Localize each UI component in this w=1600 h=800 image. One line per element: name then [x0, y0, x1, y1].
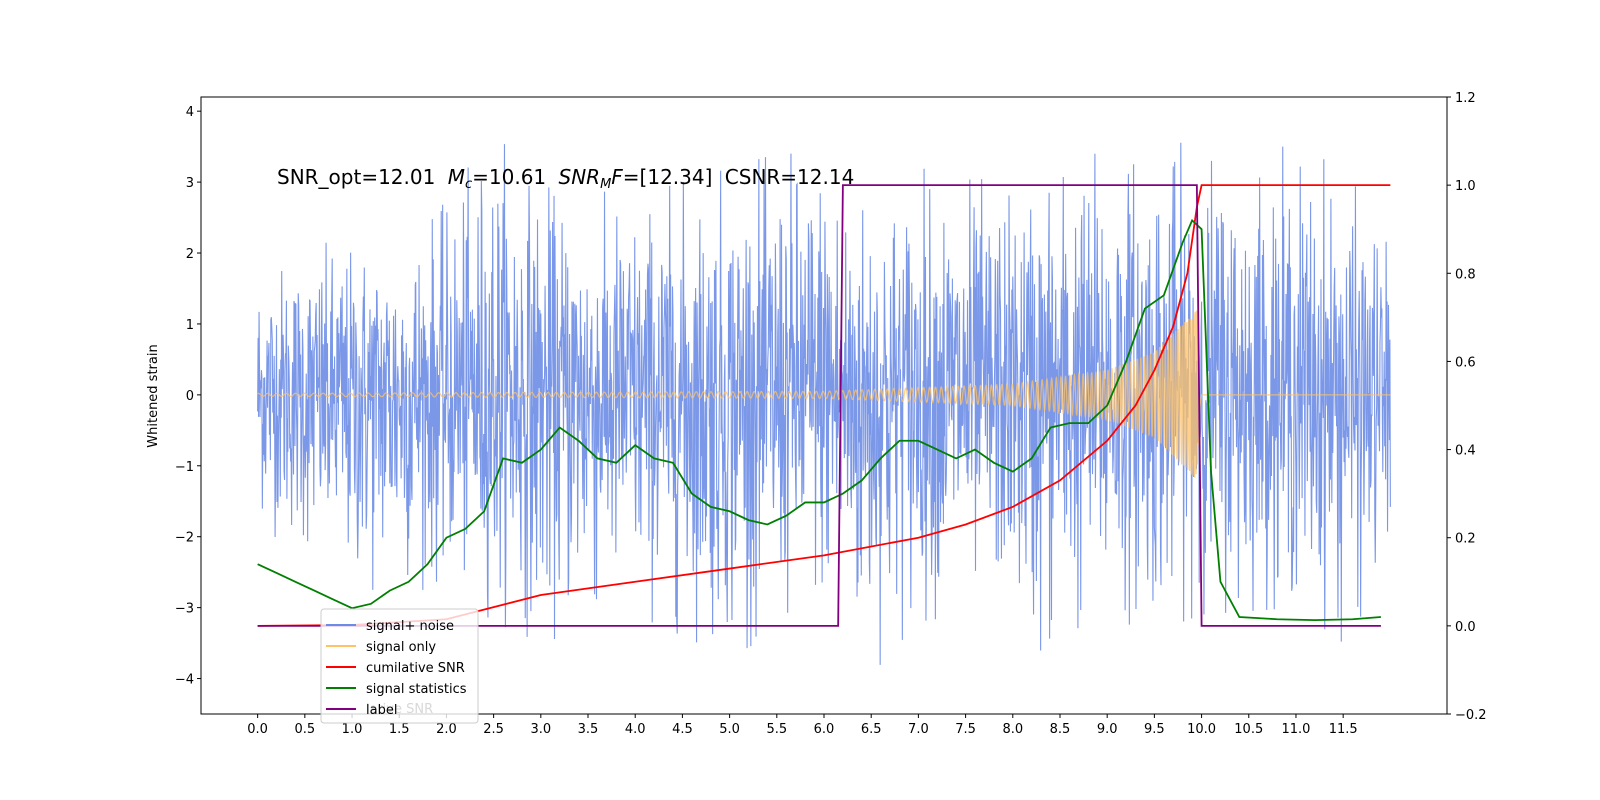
- x-tick-label: 11.5: [1329, 722, 1358, 737]
- x-tick-label: 5.5: [766, 722, 787, 737]
- x-tick-label: 10.5: [1234, 722, 1263, 737]
- x-tick-label: 5.0: [719, 722, 740, 737]
- y-tick-label: 0: [186, 389, 194, 404]
- annotation-snr-sub: M: [600, 177, 611, 192]
- legend-entry-label: signal+ noise: [366, 619, 454, 634]
- series-signal-statistics-line: [257, 218, 1381, 622]
- ticks-layer: 0.0 0.5 1.0 1.5 2.0 2.5 3.0 3.5 4.0 4.5 5.0 5.5 6.0 6…: [175, 91, 1487, 737]
- y-tick-label: −1: [175, 460, 194, 475]
- x-tick-label: 4.5: [672, 722, 693, 737]
- x-tick-label: 6.5: [861, 722, 882, 737]
- annotation-csnr: CSNR=12.14: [725, 165, 855, 189]
- x-tick-label: 1.5: [389, 722, 410, 737]
- annotation-snr-opt: SNR_opt=12.01: [277, 165, 435, 189]
- y-tick-label: 3: [186, 176, 194, 191]
- x-tick-label: 4.0: [625, 722, 646, 737]
- x-tick-label: 9.5: [1144, 722, 1165, 737]
- y2-tick-label: −0.2: [1455, 708, 1487, 723]
- y-tick-label: −4: [175, 673, 194, 688]
- legend-entry-label: label: [366, 703, 397, 718]
- legend-box: [320, 608, 479, 724]
- annotation-snr-value: =[12.34]: [623, 165, 713, 189]
- legend-entry-label: cumilative SNR: [366, 661, 465, 676]
- x-tick-label: 2.5: [483, 722, 504, 737]
- x-tick-label: 3.5: [578, 722, 599, 737]
- y2-tick-label: 0.4: [1455, 444, 1476, 459]
- y-tick-label: 1: [186, 318, 194, 333]
- x-tick-label: 9.0: [1097, 722, 1118, 737]
- series-label-line: [257, 184, 1381, 627]
- series-cumulative-snr-line: [257, 184, 1391, 627]
- y-tick-label: −3: [175, 602, 194, 617]
- y-tick-label: 4: [186, 105, 194, 120]
- chart-annotation: SNR_opt=12.01 Mc=10.61 SNRMF=[12.34] CSN…: [277, 165, 854, 192]
- x-tick-label: 8.5: [1050, 722, 1071, 737]
- x-tick-label: 7.0: [908, 722, 929, 737]
- series-signal-noise-line: [257, 142, 1391, 665]
- annotation-mc-symbol: M: [448, 165, 465, 189]
- legend: lative SNR signal+ noise signal only cumil…: [320, 608, 479, 724]
- y-axis-label: Whitened strain: [146, 344, 161, 447]
- y2-tick-label: 0.8: [1455, 267, 1476, 282]
- x-tick-label: 8.0: [1002, 722, 1023, 737]
- x-tick-label: 10.0: [1187, 722, 1216, 737]
- x-tick-label: 7.5: [955, 722, 976, 737]
- y2-tick-label: 0.2: [1455, 532, 1476, 547]
- y2-tick-label: 1.0: [1455, 179, 1476, 194]
- annotation-mc-value: =10.61: [472, 165, 546, 189]
- x-tick-label: 2.0: [436, 722, 457, 737]
- annotation-snr-f: F: [611, 165, 623, 189]
- x-tick-label: 0.5: [294, 722, 315, 737]
- annotation-mc-sub: c: [465, 177, 472, 192]
- y2-tick-label: 0.6: [1455, 355, 1476, 370]
- x-tick-label: 1.0: [342, 722, 363, 737]
- y2-tick-label: 0.0: [1455, 620, 1476, 635]
- y-tick-label: 2: [186, 247, 194, 262]
- series-signal-only-line: [257, 310, 1391, 478]
- x-tick-label: 3.0: [530, 722, 551, 737]
- x-tick-label: 6.0: [814, 722, 835, 737]
- x-tick-label: 0.0: [247, 722, 268, 737]
- legend-entry-label: signal statistics: [366, 682, 467, 697]
- y-tick-label: −2: [175, 531, 194, 546]
- y2-tick-label: 1.2: [1455, 91, 1476, 106]
- series-layer: [257, 142, 1391, 665]
- legend-hidden-text: lative SNR: [366, 702, 433, 717]
- annotation-snr-symbol: SNR: [559, 165, 601, 189]
- legend-entry-label: signal only: [366, 640, 436, 655]
- x-tick-label: 11.0: [1281, 722, 1310, 737]
